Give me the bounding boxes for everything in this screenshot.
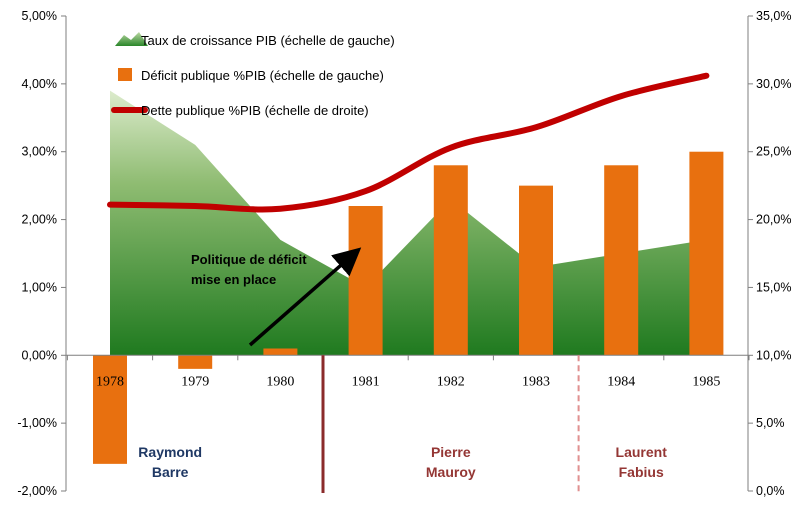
right-tick-label: 0,0% (756, 484, 785, 498)
deficit-bar-1985 (689, 151, 724, 356)
left-tick-label: 2,00% (22, 213, 57, 227)
left-tick-label: 0,00% (22, 348, 57, 362)
deficit-bar-1983 (519, 185, 553, 356)
category-label-1982: 1982 (437, 374, 465, 389)
category-label-1981: 1981 (352, 374, 380, 389)
period-label-line: Fabius (619, 464, 664, 480)
left-tick-label: -2,00% (17, 484, 57, 498)
category-label-1984: 1984 (607, 374, 635, 389)
right-tick-label: 15,0% (756, 280, 791, 294)
growth-area-series (110, 90, 707, 356)
right-tick-label: 5,0% (756, 416, 785, 430)
deficit-bar-1978 (93, 355, 127, 464)
annotation-arrow (248, 247, 362, 347)
legend-swatch-growth (115, 32, 148, 46)
right-tick-label: 20,0% (756, 213, 791, 227)
left-tick-label: 1,00% (22, 280, 57, 294)
period-label-line: Raymond (138, 444, 202, 460)
legend-swatch-deficit (118, 68, 132, 81)
category-label-1978: 1978 (96, 374, 124, 389)
deficit-bar-1981 (348, 206, 383, 356)
right-tick-label: 10,0% (756, 348, 791, 362)
period-label-3: Laurent Fabius (616, 444, 668, 480)
period-label-1: Raymond Barre (138, 444, 202, 480)
right-tick-label: 35,0% (756, 9, 791, 23)
left-tick-label: -1,00% (17, 416, 57, 430)
deficit-bar-1984 (604, 165, 639, 356)
category-label-1983: 1983 (522, 374, 550, 389)
left-tick-label: 5,00% (22, 9, 57, 23)
category-label-1985: 1985 (692, 374, 720, 389)
legend-label-area: Taux de croissance PIB (échelle de gauch… (141, 33, 395, 48)
period-label-line: Barre (152, 464, 189, 480)
legend-label-bar: Déficit publique %PIB (échelle de gauche… (141, 68, 384, 83)
period-label-line: Pierre (431, 444, 471, 460)
right-tick-label: 25,0% (756, 145, 791, 159)
annotation-text: Politique de déficit (191, 252, 307, 267)
deficit-bar-1980 (263, 348, 298, 356)
deficit-bar-1982 (433, 165, 468, 356)
left-tick-label: 3,00% (22, 145, 57, 159)
right-tick-label: 30,0% (756, 77, 791, 91)
debt-line-series (107, 72, 710, 213)
period-label-line: Laurent (616, 444, 668, 460)
annotation-text: mise en place (191, 272, 276, 287)
period-label-2: Pierre Mauroy (426, 444, 476, 480)
period-label-line: Mauroy (426, 464, 476, 480)
deficit-bar-1979 (178, 355, 213, 369)
category-label-1979: 1979 (181, 374, 209, 389)
legend-label-line: Dette publique %PIB (échelle de droite) (141, 103, 369, 118)
category-label-1980: 1980 (266, 374, 294, 389)
left-tick-label: 4,00% (22, 77, 57, 91)
